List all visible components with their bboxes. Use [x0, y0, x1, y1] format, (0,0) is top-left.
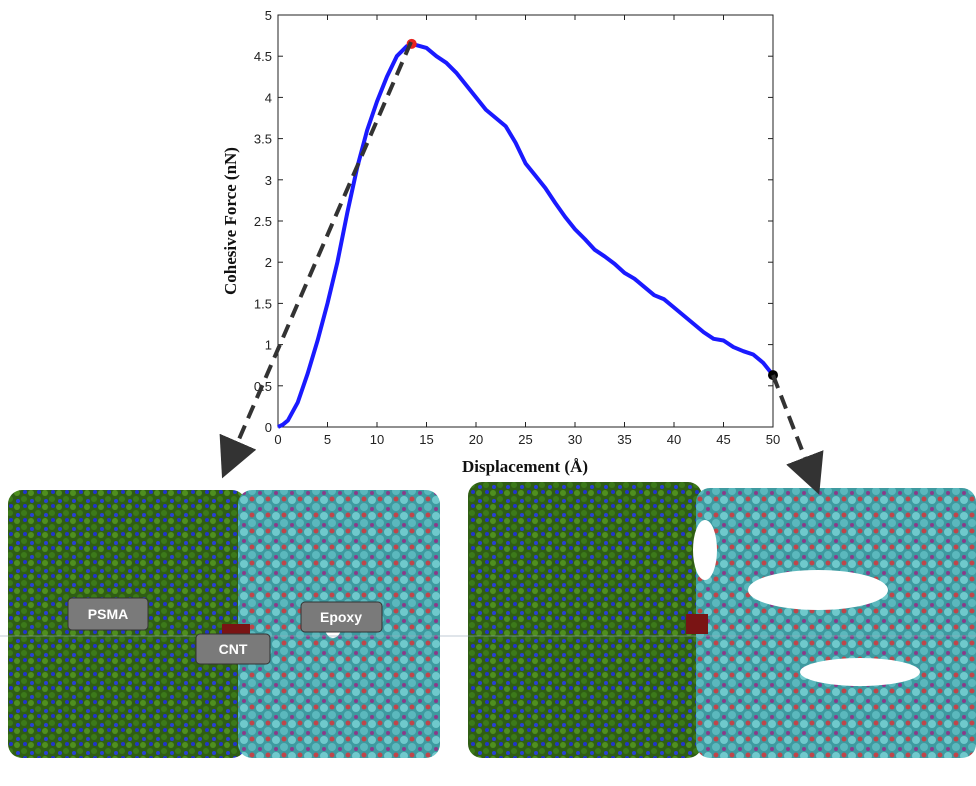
- void: [693, 520, 717, 580]
- plot-area: [277, 14, 774, 428]
- y-tick-label: 5: [265, 8, 272, 23]
- x-tick-label: 35: [617, 432, 631, 447]
- x-tick-label: 50: [766, 432, 780, 447]
- label-box: [67, 597, 149, 631]
- x-tick-label: 15: [419, 432, 433, 447]
- arrow: [219, 41, 413, 479]
- void: [748, 570, 888, 610]
- x-tick-label: 20: [469, 432, 483, 447]
- annotation: PSMA: [88, 606, 128, 622]
- x-tick-label: 0: [274, 432, 281, 447]
- y-tick-label: 1: [265, 338, 272, 353]
- molecular-images: PSMA Epoxy CNT: [0, 482, 976, 758]
- y-tick-label: 4.5: [254, 49, 272, 64]
- label-box: [300, 601, 383, 633]
- x-axis-label: Displacement (Å): [462, 457, 588, 476]
- y-tick-label: 1.5: [254, 296, 272, 311]
- y-axis-label: Cohesive Force (nN): [221, 147, 240, 295]
- y-tick-label: 2.5: [254, 214, 272, 229]
- epoxy-block: [696, 488, 976, 758]
- x-tick-label: 30: [568, 432, 582, 447]
- y-tick-label: 3: [265, 173, 272, 188]
- label-box: [195, 633, 271, 665]
- y-tick-label: 0: [265, 420, 272, 435]
- x-tick-label: 40: [667, 432, 681, 447]
- y-tick-label: 2: [265, 255, 272, 270]
- x-tick-label: 45: [716, 432, 730, 447]
- y-tick-label: 4: [265, 90, 272, 105]
- annotation: Epoxy: [320, 609, 362, 625]
- x-tick-label: 10: [370, 432, 384, 447]
- y-tick-label: 3.5: [254, 132, 272, 147]
- psma-block: [468, 482, 702, 758]
- void: [800, 658, 920, 686]
- cnt: [686, 614, 708, 634]
- x-tick-label: 25: [518, 432, 532, 447]
- line: [277, 41, 775, 429]
- annotation: CNT: [219, 641, 248, 657]
- x-tick-label: 5: [324, 432, 331, 447]
- arrow: [771, 374, 824, 495]
